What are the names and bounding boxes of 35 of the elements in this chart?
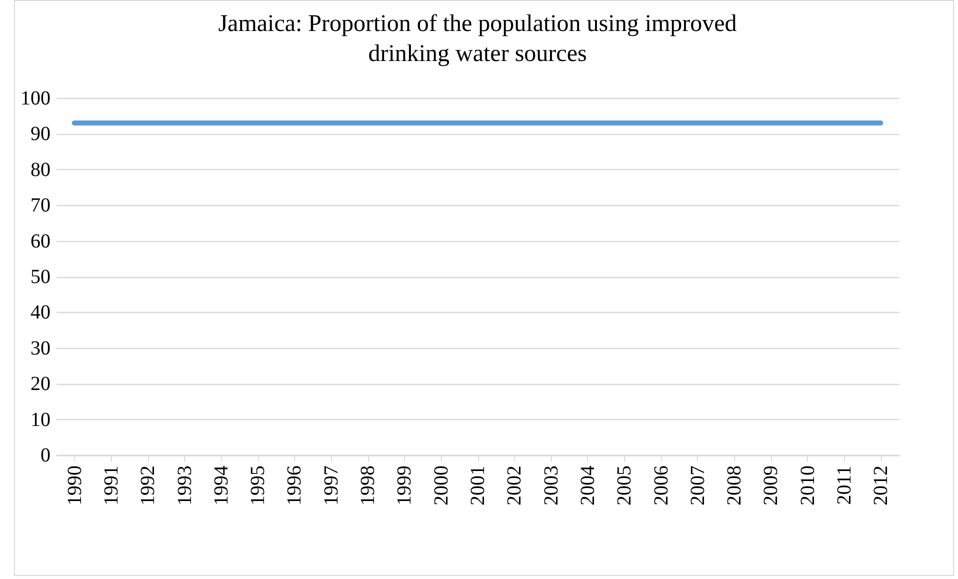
y-tick-label: 30 [30,337,50,360]
x-tick-label: 2008 [724,466,746,506]
x-tick-label: 2004 [576,466,599,506]
y-tick-label: 90 [30,123,50,146]
x-tick-label: 1994 [210,466,232,506]
x-tick-label: 2009 [760,466,782,506]
x-tick-label: 1996 [284,466,306,506]
x-tick-label: 2000 [430,466,452,506]
x-tick-label: 2003 [540,466,562,506]
x-tick-label: 1993 [174,466,196,506]
x-tick-label: 2006 [650,466,672,506]
x-tick-label: 2005 [614,466,636,506]
x-tick-label: 2011 [834,466,856,505]
y-tick-label: 50 [30,266,50,288]
y-tick-label: 60 [30,230,50,252]
y-tick-label: 100 [20,88,50,110]
x-tick-label: 2001 [467,466,489,506]
y-tick-label: 40 [30,302,50,324]
x-tick-label: 1995 [247,466,270,506]
x-tick-label: 1992 [137,466,160,506]
y-tick-label: 70 [30,194,50,217]
x-tick-label: 2012 [870,466,892,506]
x-tick-label: 2010 [796,466,819,506]
x-tick-label: 1990 [64,466,86,506]
chart-title: Jamaica: Proportion of the population using improved drinking water sources [218,11,737,67]
x-tick-label: 1997 [320,466,342,506]
y-tick-label: 10 [30,408,50,431]
y-tick-label: 80 [30,158,50,181]
y-tick-label: 20 [30,373,50,396]
x-tick-label: 1991 [100,466,122,506]
x-tick-label: 2007 [686,466,709,506]
x-tick-label: 2002 [504,466,526,506]
y-tick-label: 0 [40,444,50,466]
x-tick-label: 1999 [394,466,416,506]
x-tick-label: 1998 [357,466,380,506]
